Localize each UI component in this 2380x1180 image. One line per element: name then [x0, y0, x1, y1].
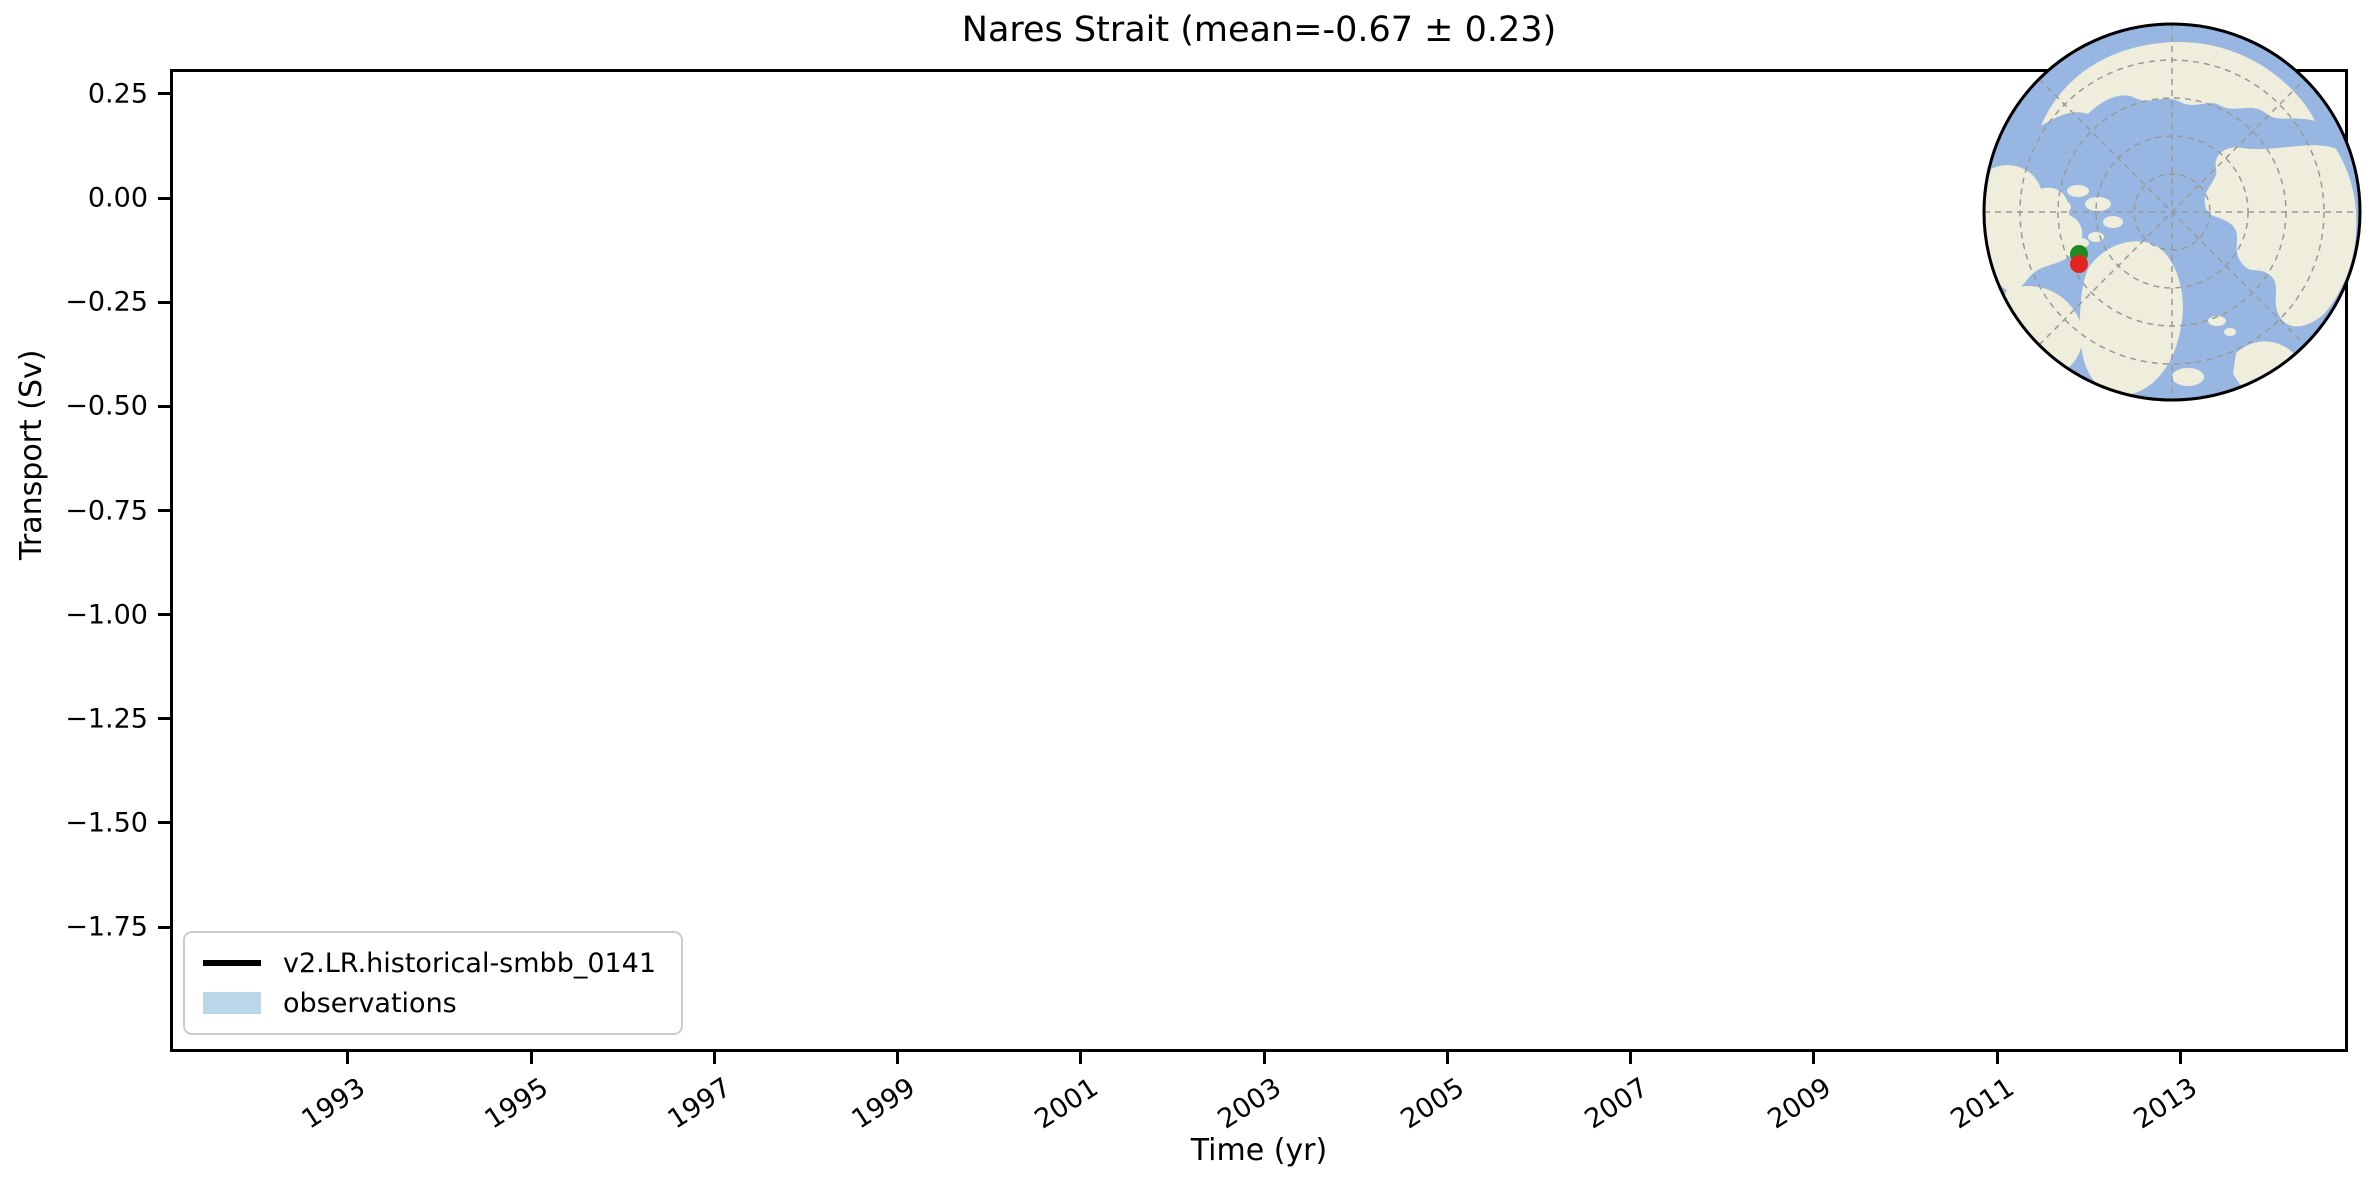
x-tick-label: 2005 — [1395, 1072, 1471, 1136]
x-axis-label: Time (yr) — [1190, 1133, 1328, 1168]
x-tick-mark — [529, 1052, 533, 1064]
y-tick-mark — [158, 821, 170, 825]
y-tick-mark — [158, 300, 170, 304]
x-tick-label: 2001 — [1029, 1072, 1104, 1136]
x-tick-mark — [346, 1052, 350, 1064]
x-tick-mark — [1262, 1052, 1266, 1064]
y-tick-label: −1.75 — [65, 911, 148, 943]
x-tick-label: 2011 — [1945, 1072, 2020, 1136]
y-tick-label: −1.50 — [65, 807, 148, 839]
y-tick-label: −0.25 — [65, 286, 148, 318]
x-tick-mark — [712, 1052, 716, 1064]
y-tick-label: 0.00 — [87, 182, 148, 214]
x-tick-label: 1995 — [479, 1072, 554, 1136]
x-tick-mark — [896, 1052, 900, 1064]
legend-label: v2.LR.historical-smbb_0141 — [283, 947, 657, 979]
x-tick-mark — [1812, 1052, 1816, 1064]
y-tick-mark — [158, 404, 170, 408]
y-tick-label: −0.50 — [65, 390, 148, 422]
x-tick-label: 1997 — [662, 1072, 738, 1136]
legend-item: v2.LR.historical-smbb_0141 — [203, 943, 663, 983]
x-tick-label: 2007 — [1578, 1072, 1654, 1136]
chart-title: Nares Strait (mean=-0.67 ± 0.23) — [961, 10, 1557, 50]
y-tick-label: 0.25 — [87, 78, 148, 110]
x-tick-mark — [1445, 1052, 1449, 1064]
x-tick-label: 2013 — [2128, 1072, 2204, 1136]
y-tick-label: −1.00 — [65, 599, 148, 631]
inset-border — [1982, 22, 2362, 402]
x-tick-label: 2003 — [1212, 1072, 1287, 1136]
x-tick-mark — [1995, 1052, 1999, 1064]
y-tick-label: −1.25 — [65, 703, 148, 735]
arctic-inset-map — [1982, 22, 2362, 402]
y-tick-mark — [158, 925, 170, 929]
x-tick-label: 2009 — [1762, 1072, 1837, 1136]
x-tick-mark — [1629, 1052, 1633, 1064]
x-tick-mark — [1079, 1052, 1083, 1064]
legend-patch-swatch — [203, 992, 261, 1014]
x-tick-mark — [2178, 1052, 2182, 1064]
y-tick-mark — [158, 717, 170, 721]
legend-label: observations — [283, 987, 457, 1019]
y-tick-mark — [158, 509, 170, 513]
legend-line-swatch — [203, 960, 261, 966]
legend-item: observations — [203, 983, 663, 1023]
y-tick-label: −0.75 — [65, 495, 148, 527]
x-tick-label: 1993 — [296, 1072, 371, 1136]
y-tick-mark — [158, 613, 170, 617]
y-tick-mark — [158, 92, 170, 96]
legend: v2.LR.historical-smbb_0141 observations — [183, 931, 683, 1035]
y-tick-mark — [158, 196, 170, 200]
y-axis-label: Transport (Sv) — [14, 349, 49, 560]
inset-graticule — [1984, 24, 2360, 400]
strait-marker-red-icon — [2070, 255, 2088, 273]
x-tick-label: 1999 — [845, 1072, 921, 1136]
